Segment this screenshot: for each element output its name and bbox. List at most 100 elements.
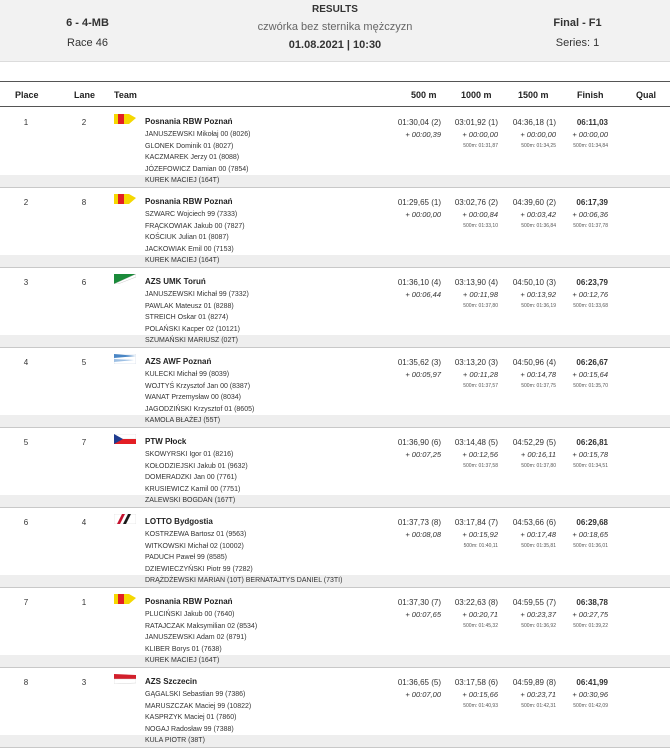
split-pace: 500m: 01:36,19 xyxy=(521,303,556,309)
split-time: 01:37,73 (8) xyxy=(397,518,441,527)
coach-name: SZUMAŃSKI MARIUSZ (02T) xyxy=(145,337,238,344)
split-time: 03:22,63 (8) xyxy=(454,598,498,607)
split-time: 04:39,60 (2) xyxy=(512,198,556,207)
club-flag-icon xyxy=(114,194,136,204)
split-time: 01:36,10 (4) xyxy=(397,278,441,287)
split-time: 06:26,81 xyxy=(576,438,608,447)
athlete-name: PAWLAK Mateusz 01 (8288) xyxy=(145,302,234,310)
place-value: 4 xyxy=(23,358,29,367)
club-flag-icon xyxy=(114,594,136,604)
athlete-list: KOSTRZEWA Bartosz 01 (9563) WITKOWSKI Mic… xyxy=(145,529,253,575)
athlete-name: JÓZEFOWICZ Damian 00 (7854) xyxy=(145,165,249,173)
split-delta: + 00:00,39 xyxy=(405,130,441,139)
split-time: 03:14,48 (5) xyxy=(454,438,498,447)
event-code: 6 - 4-MB xyxy=(66,17,109,29)
date-time: 01.08.2021 | 10:30 xyxy=(288,39,382,51)
results-header: 6 - 4-MB Race 46 RESULTS czwórka bez ste… xyxy=(0,0,670,62)
page-title: RESULTS xyxy=(312,4,358,15)
crew-name: LOTTO Bydgostia xyxy=(145,517,213,526)
split-delta: + 00:07,65 xyxy=(405,610,441,619)
split-pace: 500m: 01:37,78 xyxy=(573,223,608,229)
race-number: Race 46 xyxy=(67,37,108,49)
athlete-list: KULECKI Michał 99 (8039) WOJTYŚ Krzysztof… xyxy=(145,369,254,415)
split-pace: 500m: 01:34,51 xyxy=(573,463,608,469)
crew-name: Posnania RBW Poznań xyxy=(145,117,233,126)
series-label: Series: 1 xyxy=(555,37,600,49)
split-delta: + 00:06,44 xyxy=(405,290,441,299)
split-time: 04:52,29 (5) xyxy=(512,438,556,447)
crew-name: Posnania RBW Poznań xyxy=(145,597,233,606)
split-time: 06:26,67 xyxy=(576,358,608,367)
split-time: 06:17,39 xyxy=(576,198,608,207)
coach-name: KUREK MACIEJ (164T) xyxy=(145,257,220,264)
split-delta: + 00:07,25 xyxy=(405,450,441,459)
athlete-name: MARUSZCZAK Maciej 99 (10822) xyxy=(145,702,252,710)
athlete-name: STREICH Oskar 01 (8274) xyxy=(145,314,229,321)
lane-value: 2 xyxy=(81,118,87,127)
col-qual: Qual xyxy=(636,90,657,100)
coach-name: KAMOLA BŁAŻEJ (55T) xyxy=(145,417,221,424)
athlete-name: KRUSIEWICZ Kamil 00 (7751) xyxy=(145,485,241,493)
coach-bar: SZUMAŃSKI MARIUSZ (02T) xyxy=(0,335,670,347)
coach-name: KUREK MACIEJ (164T) xyxy=(145,657,220,664)
athlete-name: KASPRZYK Maciej 01 (7860) xyxy=(145,714,237,721)
split-time: 06:11,03 xyxy=(576,118,608,127)
col-500m: 500 m xyxy=(411,90,437,100)
coach-bar: KAMOLA BŁAŻEJ (55T) xyxy=(0,415,670,427)
result-row: 8 3 AZS Szczecin GĄGALSKI Sebastian 99 (738… xyxy=(0,668,670,748)
split-pace: 500m: 01:37,57 xyxy=(463,383,498,389)
split-delta: + 00:00,00 xyxy=(572,130,608,139)
club-flag-icon xyxy=(113,674,137,685)
athlete-name: KOŁODZIEJSKI Jakub 01 (9632) xyxy=(145,462,248,470)
coach-bar: DRĄŻDŻEWSKI MARIAN (10T) BERNATAJTYS DAN… xyxy=(0,575,670,587)
split-pace: 500m: 01:34,84 xyxy=(573,143,608,149)
split-delta: + 00:18,65 xyxy=(572,530,608,539)
athlete-list: JANUSZEWSKI Michał 99 (7332) PAWLAK Mateu… xyxy=(145,289,249,335)
athlete-name: JANUSZEWSKI Michał 99 (7332) xyxy=(145,291,249,298)
athlete-name: JACKOWIAK Emil 00 (7153) xyxy=(145,245,234,253)
split-pace: 500m: 01:33,10 xyxy=(463,223,498,229)
split-delta: + 00:11,98 xyxy=(462,290,498,299)
split-delta: + 00:07,00 xyxy=(405,690,441,699)
athlete-name: KOŚCIUK Julian 01 (8087) xyxy=(145,234,229,241)
athlete-name: GĄGALSKI Sebastian 99 (7386) xyxy=(145,691,246,698)
athlete-name: KOSTRZEWA Bartosz 01 (9563) xyxy=(145,531,247,538)
athlete-name: KACZMAREK Jerzy 01 (8088) xyxy=(145,154,240,161)
event-name: czwórka bez sternika mężczyzn xyxy=(257,21,413,33)
athlete-list: GĄGALSKI Sebastian 99 (7386) MARUSZCZAK M… xyxy=(145,689,251,735)
col-team: Team xyxy=(114,90,137,100)
athlete-name: WITKOWSKI Michał 02 (10002) xyxy=(145,542,244,550)
split-time: 04:59,55 (7) xyxy=(512,598,556,607)
athlete-name: KULECKI Michał 99 (8039) xyxy=(145,371,230,378)
col-lane: Lane xyxy=(74,90,96,100)
club-flag-icon xyxy=(113,273,137,285)
split-time: 04:50,10 (3) xyxy=(512,278,556,287)
place-value: 1 xyxy=(23,118,29,127)
split-pace: 500m: 01:36,92 xyxy=(521,623,556,629)
athlete-name: PADUCH Paweł 99 (8585) xyxy=(145,554,227,561)
athlete-name: NOGAJ Radosław 99 (7388) xyxy=(145,725,234,733)
split-pace: 500m: 01:37,58 xyxy=(463,463,498,469)
split-delta: + 00:15,92 xyxy=(462,530,498,539)
crew-name: AZS AWF Poznań xyxy=(145,357,212,366)
coach-bar: KULA PIOTR (38T) xyxy=(0,735,670,747)
athlete-list: SZWARC Wojciech 99 (7333) FRĄCKOWIAK Jaku… xyxy=(145,209,245,255)
split-delta: + 00:12,56 xyxy=(462,450,498,459)
crew-name: AZS Szczecin xyxy=(145,677,198,686)
coach-bar: KUREK MACIEJ (164T) xyxy=(0,175,670,187)
athlete-name: WOJTYŚ Krzysztof Jan 00 (8387) xyxy=(145,382,251,390)
split-pace: 500m: 01:35,81 xyxy=(521,543,556,549)
column-headers: Place Lane Team 500 m 1000 m 1500 m Fini… xyxy=(0,81,670,107)
club-flag-icon xyxy=(113,353,137,365)
col-1500m: 1500 m xyxy=(518,90,549,100)
split-time: 04:50,96 (4) xyxy=(512,358,556,367)
athlete-name: KLIBER Borys 01 (7638) xyxy=(145,645,222,653)
athlete-name: JANUSZEWSKI Mikołaj 00 (8026) xyxy=(145,131,251,138)
coach-bar: KUREK MACIEJ (164T) xyxy=(0,255,670,267)
split-time: 03:17,58 (6) xyxy=(454,678,498,687)
split-pace: 500m: 01:33,68 xyxy=(573,303,608,309)
split-time: 03:17,84 (7) xyxy=(454,518,498,527)
coach-bar: ZALEWSKI BOGDAN (167T) xyxy=(0,495,670,507)
lane-value: 8 xyxy=(81,198,87,207)
athlete-list: JANUSZEWSKI Mikołaj 00 (8026) GLONEK Domi… xyxy=(145,129,250,175)
